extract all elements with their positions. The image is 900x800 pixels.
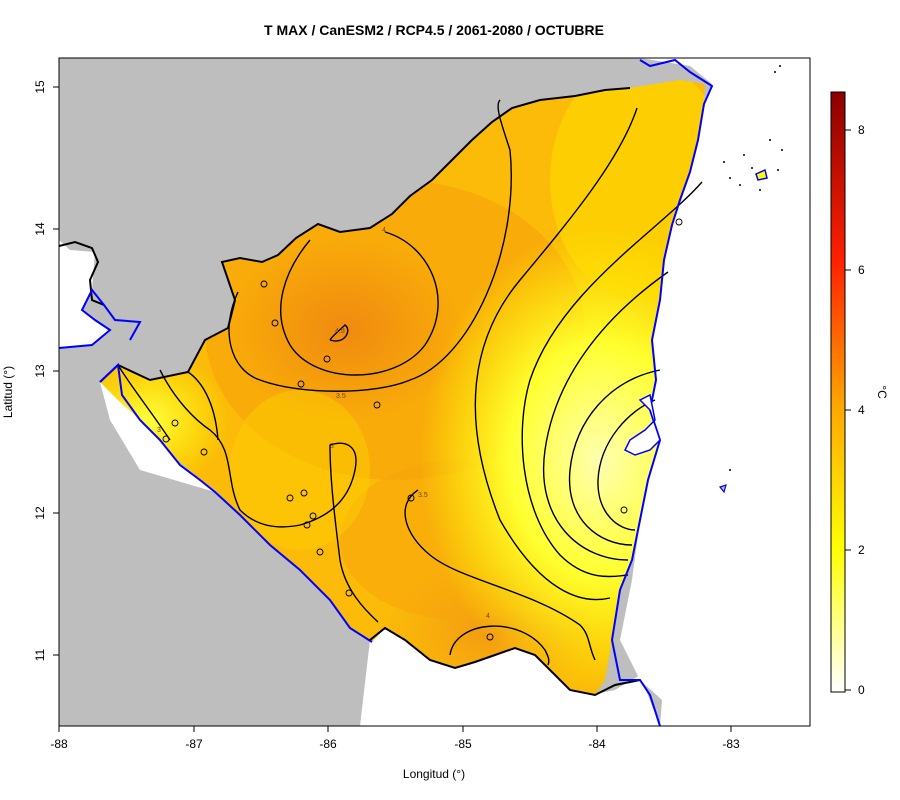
y-axis-label: Latitud (°) — [1, 366, 15, 418]
colorbar-tick-label: 0 — [858, 683, 865, 697]
colorbar-tick-label: 4 — [858, 403, 865, 417]
colorbar-tick-label: 2 — [858, 543, 865, 557]
contour-label: 3.5 — [336, 393, 346, 400]
contour-lines — [117, 99, 703, 666]
contour-label: 3 — [330, 443, 334, 450]
station-point — [486, 633, 494, 641]
map-panel: 4.5 4 3.5 3 3.5 4 3 — [59, 58, 810, 726]
contour-4-nw — [280, 231, 439, 376]
x-tick-label: -85 — [454, 737, 472, 751]
colorbar-gradient — [830, 91, 846, 693]
contour-4-south — [449, 625, 550, 666]
y-tick-label: 12 — [33, 506, 47, 520]
station-point — [323, 355, 331, 363]
x-tick-label: -88 — [50, 737, 68, 751]
contour-3-sw — [117, 364, 171, 441]
contour-west-small — [187, 371, 219, 441]
x-axis: -88 -87 -86 -85 -84 -83 Longitud (°) — [50, 725, 740, 781]
contour-east-c — [542, 271, 669, 561]
station-point — [171, 419, 179, 427]
contour-3.5-nw — [228, 99, 512, 392]
contour-label: 4 — [382, 227, 386, 234]
colorbar: 0 2 4 6 8 °C — [830, 91, 889, 697]
station-point — [260, 280, 268, 288]
y-tick-label: 14 — [33, 222, 47, 236]
colorbar-tick-label: 8 — [858, 123, 865, 137]
chart-title: T MAX / CanESM2 / RCP4.5 / 2061-2080 / O… — [264, 22, 604, 38]
station-points — [162, 218, 683, 641]
y-axis: 11 12 13 14 15 Latitud (°) — [1, 80, 60, 661]
contour-4.5 — [329, 324, 349, 342]
small-island — [718, 484, 727, 494]
contour-east-d — [568, 369, 661, 546]
colorbar-tick-label: 6 — [858, 263, 865, 277]
station-point — [200, 448, 208, 456]
contour-label: 4.5 — [335, 328, 345, 335]
x-tick-label: -84 — [588, 737, 606, 751]
country-border-south — [369, 626, 641, 697]
pacific-coastline — [99, 362, 373, 643]
contour-3-east-a — [474, 107, 638, 601]
station-point — [271, 319, 279, 327]
island — [755, 168, 768, 181]
station-point — [345, 589, 353, 597]
contour-east-b — [521, 181, 703, 578]
pacific-ocean — [59, 240, 110, 348]
y-tick-label: 13 — [33, 364, 47, 378]
station-point — [373, 401, 381, 409]
contour-east-e — [597, 399, 656, 531]
station-point — [309, 512, 317, 520]
contour-label: 3.5 — [418, 492, 428, 499]
caribbean-coastline — [610, 58, 714, 726]
contour-label: 4 — [486, 613, 490, 620]
station-point — [300, 489, 308, 497]
y-tick-label: 11 — [33, 648, 47, 661]
station-point — [297, 380, 305, 388]
gulf-coastline — [59, 288, 142, 349]
contour-3.5-center — [404, 489, 596, 661]
contour-labels: 4.5 4 3.5 3 3.5 4 3 — [157, 227, 490, 620]
east-lagoon — [623, 393, 661, 456]
caribbean-sea — [620, 58, 810, 726]
station-point — [407, 494, 415, 502]
station-point — [620, 506, 628, 514]
station-point — [316, 548, 324, 556]
station-point — [286, 494, 294, 502]
x-tick-label: -87 — [185, 737, 203, 751]
station-point — [162, 435, 170, 443]
x-axis-label: Longitud (°) — [403, 767, 465, 781]
offshore-cays — [723, 65, 783, 471]
x-tick-label: -86 — [319, 737, 337, 751]
x-tick-label: -83 — [722, 737, 740, 751]
station-point — [675, 218, 683, 226]
colorbar-unit-label: °C — [875, 385, 889, 399]
country-border-honduras-west — [59, 240, 105, 306]
pacific-ocean-south — [360, 628, 660, 726]
y-tick-label: 15 — [33, 80, 47, 94]
contour-label: 3 — [157, 427, 161, 434]
country-border — [99, 87, 631, 383]
station-point — [303, 521, 311, 529]
